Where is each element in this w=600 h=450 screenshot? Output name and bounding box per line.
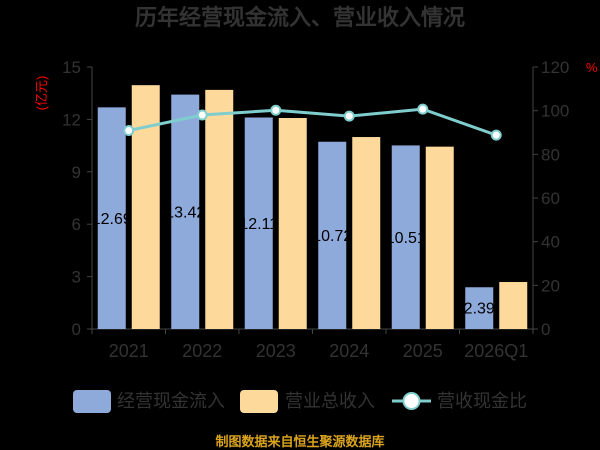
data-label: 12.69 bbox=[92, 211, 132, 228]
chart-title: 历年经营现金流入、营业收入情况 bbox=[135, 5, 465, 30]
bar-1-2023 bbox=[278, 118, 307, 329]
left-tick-label: 12 bbox=[62, 110, 81, 129]
legend: 经营现金流入 营业总收入 营收现金比 bbox=[73, 390, 527, 413]
bar-1-2021 bbox=[131, 85, 160, 329]
legend-label-cash-ratio: 营收现金比 bbox=[437, 391, 527, 411]
right-tick-label: 100 bbox=[541, 102, 569, 121]
line-layer bbox=[123, 103, 502, 141]
bar-0-2023 bbox=[244, 117, 273, 329]
x-tick-label: 2022 bbox=[182, 341, 222, 361]
bar-0-2025 bbox=[391, 145, 420, 329]
ratio-point-2021 bbox=[123, 125, 135, 137]
data-label: 13.42 bbox=[165, 204, 205, 221]
legend-label-cash-inflow: 经营现金流入 bbox=[117, 391, 225, 411]
left-axis-unit: (亿元) bbox=[34, 76, 49, 111]
x-tick-label: 2024 bbox=[329, 341, 369, 361]
right-tick-label: 60 bbox=[541, 189, 560, 208]
left-tick-label: 3 bbox=[72, 268, 81, 287]
legend-swatch-revenue bbox=[240, 390, 278, 413]
data-label: 10.72 bbox=[312, 228, 352, 245]
source-footer: 制图数据来自恒生聚源数据库 bbox=[215, 434, 384, 449]
ratio-point-2022 bbox=[196, 109, 208, 121]
x-tick-label: 2023 bbox=[256, 341, 296, 361]
bar-1-2022 bbox=[205, 89, 234, 329]
right-tick-label: 40 bbox=[541, 233, 560, 252]
legend-marker-cash-ratio bbox=[402, 392, 421, 410]
ratio-point-2025 bbox=[417, 103, 429, 115]
x-tick-label: 2025 bbox=[403, 341, 443, 361]
x-tick-label: 2026Q1 bbox=[464, 341, 528, 361]
left-tick-label: 15 bbox=[62, 58, 81, 77]
right-axis-unit: % bbox=[586, 60, 598, 75]
legend-item-revenue: 营业总收入 bbox=[240, 390, 375, 413]
right-tick-label: 80 bbox=[541, 145, 560, 164]
left-tick-label: 9 bbox=[72, 163, 81, 182]
bar-0-2021 bbox=[97, 107, 126, 330]
ratio-line bbox=[128, 107, 497, 137]
x-tick-label: 2021 bbox=[109, 341, 149, 361]
left-tick-label: 0 bbox=[72, 320, 81, 339]
bar-0-2026Q1 bbox=[465, 287, 494, 329]
right-tick-label: 0 bbox=[541, 320, 550, 339]
legend-item-cash-inflow: 经营现金流入 bbox=[73, 390, 225, 413]
legend-swatch-cash-inflow bbox=[73, 390, 111, 413]
legend-label-revenue: 营业总收入 bbox=[285, 391, 375, 411]
data-label: 2.39 bbox=[464, 301, 495, 318]
data-label: 12.11 bbox=[239, 216, 278, 233]
bar-0-2024 bbox=[318, 141, 347, 329]
bar-1-2024 bbox=[352, 137, 381, 329]
ratio-point-2023 bbox=[270, 104, 282, 116]
ratio-point-2024 bbox=[343, 110, 355, 122]
bar-0-2022 bbox=[171, 94, 200, 329]
bar-1-2025 bbox=[425, 146, 454, 329]
legend-item-cash-ratio: 营收现金比 bbox=[392, 391, 527, 411]
right-tick-label: 120 bbox=[541, 58, 569, 77]
bar-1-2026Q1 bbox=[499, 282, 528, 329]
data-label: 10.51 bbox=[386, 230, 426, 247]
left-tick-label: 6 bbox=[72, 215, 81, 234]
plot-area: 0 3 6 9 12 15 0 20 40 60 80 100 120 2021 2022 2023 2024 2… bbox=[62, 58, 569, 361]
data-labels-layer: 12.69 13.42 12.11 10.72 10.51 2.39 bbox=[92, 204, 495, 317]
axes: 0 3 6 9 12 15 0 20 40 60 80 100 120 2021 2022 2023 2024 2… bbox=[62, 58, 569, 361]
right-tick-label: 20 bbox=[541, 276, 560, 295]
ratio-point-2026Q1 bbox=[490, 129, 502, 141]
